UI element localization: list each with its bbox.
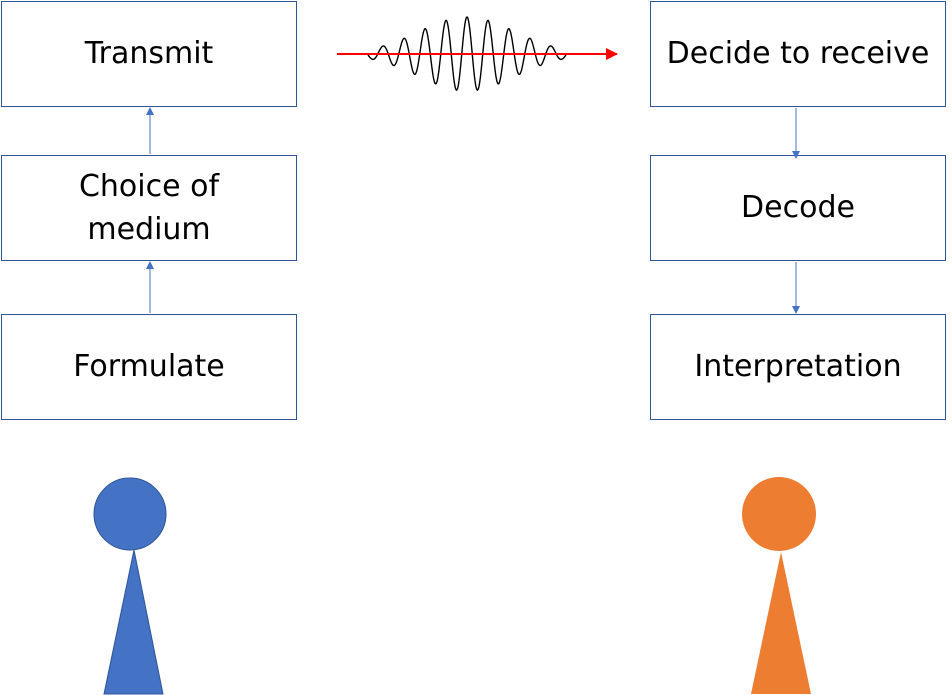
receiver-step-decode-label: Decode [741, 190, 855, 226]
signal-wave-icon [367, 16, 567, 92]
sender-step-choice-of-medium: Choice of medium [1, 155, 297, 261]
sender-step-choice-label: Choice of medium [78, 168, 220, 248]
receiver-person-icon [742, 477, 816, 694]
receiver-step-decide-to-receive: Decide to receive [650, 1, 946, 107]
receiver-step-decide-label: Decide to receive [666, 36, 930, 72]
sender-person-icon [93, 477, 167, 695]
sender-step-transmit: Transmit [1, 1, 297, 107]
receiver-step-interpretation-label: Interpretation [694, 349, 902, 385]
sender-step-formulate-label: Formulate [73, 349, 225, 385]
sender-step-transmit-label: Transmit [84, 36, 214, 72]
receiver-step-interpretation: Interpretation [650, 314, 946, 420]
receiver-step-decode: Decode [650, 155, 946, 261]
sender-step-formulate: Formulate [1, 314, 297, 420]
